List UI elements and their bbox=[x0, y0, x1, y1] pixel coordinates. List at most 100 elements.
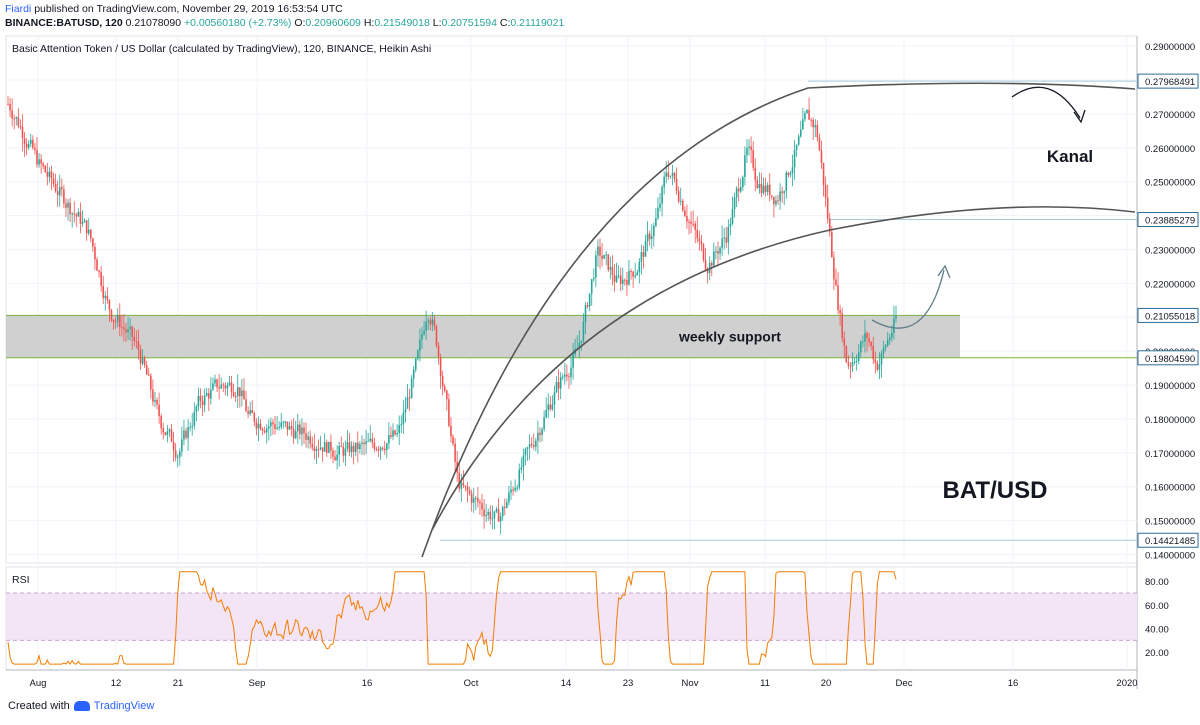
candle-body bbox=[152, 389, 154, 402]
candle-body bbox=[804, 113, 806, 120]
author-link[interactable]: Fiardi bbox=[5, 3, 32, 15]
candle-body bbox=[176, 457, 179, 459]
candle-body bbox=[725, 237, 728, 243]
candle-body bbox=[220, 384, 223, 389]
candle-body bbox=[847, 362, 850, 366]
candle-body bbox=[462, 482, 465, 486]
candle-body bbox=[524, 448, 527, 456]
candle-body bbox=[305, 433, 307, 440]
candle-body bbox=[321, 447, 324, 452]
candle-body bbox=[634, 275, 636, 277]
candle-body bbox=[166, 431, 169, 435]
candle-body bbox=[63, 189, 65, 204]
candle-body bbox=[752, 149, 754, 168]
candle-body bbox=[36, 149, 38, 165]
candle-body bbox=[375, 448, 378, 450]
candle-body bbox=[475, 497, 477, 499]
open-value: 0.20960609 bbox=[305, 17, 361, 29]
candle-body bbox=[446, 390, 448, 400]
candle-body bbox=[174, 450, 177, 458]
candle-body bbox=[866, 333, 868, 338]
candle-body bbox=[92, 238, 94, 247]
candle-body bbox=[398, 425, 401, 434]
candle-body bbox=[383, 448, 386, 451]
candle-body bbox=[696, 229, 699, 239]
candle-body bbox=[334, 456, 336, 461]
candle-body bbox=[207, 393, 210, 399]
candle-body bbox=[40, 159, 42, 164]
candle-body bbox=[503, 506, 506, 508]
candle-body bbox=[249, 409, 251, 414]
candle-body bbox=[756, 180, 759, 188]
candle-body bbox=[586, 305, 589, 307]
candle-body bbox=[880, 353, 883, 365]
high-value: 0.21549018 bbox=[374, 17, 430, 29]
support-zone bbox=[6, 315, 960, 358]
candle-body bbox=[886, 340, 889, 346]
candle-body bbox=[731, 209, 734, 225]
candle-body bbox=[764, 185, 767, 192]
candle-body bbox=[224, 385, 227, 389]
candle-body bbox=[642, 252, 645, 257]
candle-body bbox=[280, 422, 283, 427]
candle-body bbox=[288, 426, 291, 430]
tradingview-logo-icon bbox=[73, 701, 90, 711]
candle-body bbox=[404, 408, 407, 413]
high-label: H: bbox=[363, 17, 375, 29]
candle-body bbox=[619, 275, 622, 284]
candle-body bbox=[303, 427, 305, 434]
candle-body bbox=[806, 109, 808, 114]
candle-body bbox=[296, 424, 299, 432]
candle-body bbox=[191, 425, 194, 428]
close-value: 0.21119021 bbox=[510, 17, 565, 29]
candle-body bbox=[648, 233, 651, 240]
x-tick-label: 16 bbox=[1008, 678, 1019, 689]
candle-body bbox=[526, 447, 529, 449]
candle-body bbox=[301, 427, 303, 435]
rsi-y-tick-label: 20.00 bbox=[1145, 648, 1169, 659]
x-tick-label: Sep bbox=[249, 678, 266, 689]
candle-body bbox=[746, 148, 748, 156]
candle-body bbox=[100, 272, 102, 287]
candle-body bbox=[359, 443, 361, 449]
candle-body bbox=[392, 430, 394, 437]
rsi-y-tick-label: 40.00 bbox=[1145, 625, 1169, 636]
x-tick-label: 21 bbox=[173, 678, 184, 689]
candle-body bbox=[499, 516, 502, 522]
candle-body bbox=[361, 442, 363, 444]
candle-body bbox=[108, 300, 111, 310]
candle-body bbox=[71, 213, 73, 215]
candle-body bbox=[417, 350, 419, 359]
candle-body bbox=[895, 316, 897, 319]
candle-body bbox=[694, 223, 697, 230]
candle-body bbox=[700, 241, 703, 245]
candle-body bbox=[96, 259, 98, 271]
candle-body bbox=[323, 442, 326, 452]
candle-body bbox=[255, 421, 258, 429]
candle-body bbox=[27, 143, 30, 148]
candle-body bbox=[564, 374, 566, 377]
candle-body bbox=[491, 518, 494, 520]
candle-body bbox=[429, 320, 432, 325]
candle-body bbox=[561, 376, 564, 378]
candle-body bbox=[284, 421, 287, 423]
candle-body bbox=[855, 361, 858, 363]
candle-body bbox=[50, 171, 53, 179]
candle-body bbox=[433, 319, 436, 327]
candle-body bbox=[328, 441, 330, 453]
candle-body bbox=[843, 338, 846, 347]
candle-body bbox=[727, 226, 730, 243]
candle-body bbox=[110, 309, 113, 320]
candle-body bbox=[535, 440, 537, 447]
candle-body bbox=[44, 166, 47, 173]
candle-body bbox=[481, 503, 483, 510]
candle-body bbox=[431, 319, 434, 325]
candle-body bbox=[357, 442, 359, 449]
candle-body bbox=[203, 395, 206, 406]
tradingview-brand-link[interactable]: TradingView bbox=[93, 700, 155, 712]
candle-body bbox=[874, 359, 877, 363]
candle-body bbox=[545, 410, 547, 418]
candle-body bbox=[744, 155, 746, 178]
